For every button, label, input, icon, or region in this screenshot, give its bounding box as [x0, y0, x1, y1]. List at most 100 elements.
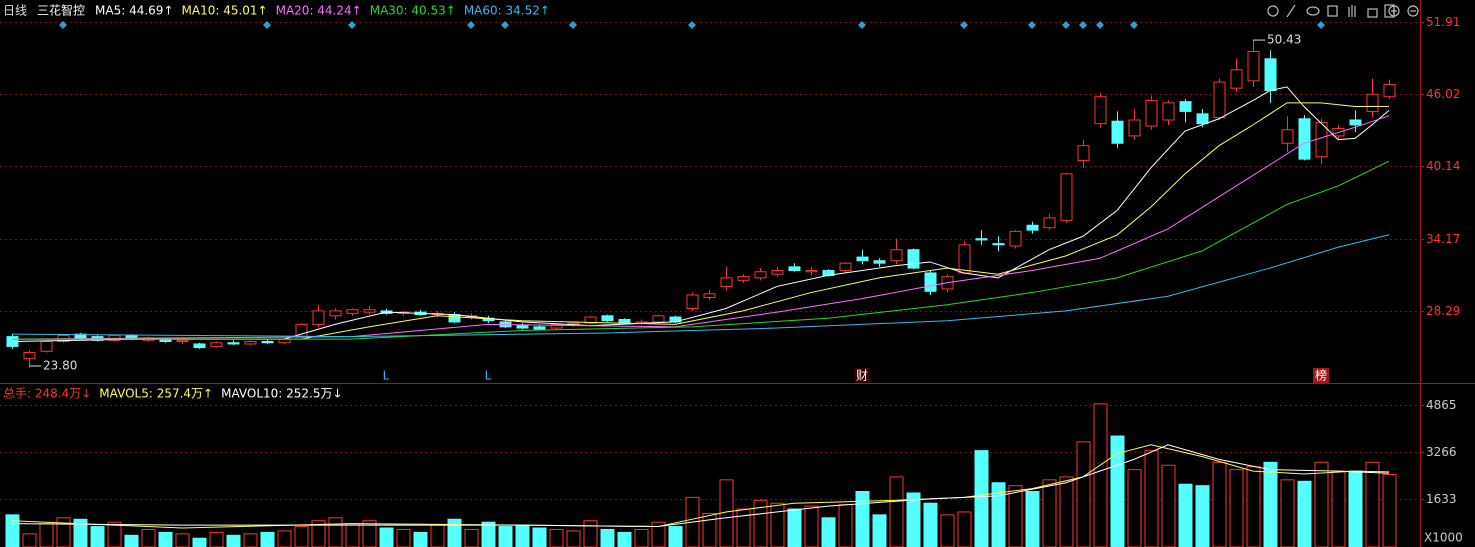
volume-bar: [413, 531, 428, 547]
candle-body: [278, 338, 291, 344]
volume-bar: [1297, 480, 1312, 547]
volume-bar: [634, 528, 649, 547]
zoom-in-plus: [1391, 8, 1397, 14]
candle-body: [737, 276, 750, 281]
volume-legend: MAVOL5: 257.4万↑: [99, 387, 213, 401]
volume-bar: [498, 526, 513, 547]
event-marker: [960, 21, 968, 29]
volume-bar: [940, 514, 955, 547]
volume-bar: [1093, 403, 1108, 547]
legend-text: MA30: 40.53↑: [370, 4, 456, 18]
candle-body: [1077, 145, 1090, 161]
zoom-out-icon[interactable]: [1407, 5, 1419, 17]
eye-icon[interactable]: [1306, 6, 1320, 16]
candle-body: [1145, 99, 1158, 127]
volume-bar: [362, 520, 377, 547]
volume-bar: [566, 530, 581, 547]
event-marker: [1028, 21, 1036, 29]
volume-bar: [56, 517, 71, 547]
volume-bar: [872, 514, 887, 547]
volume-bar: [90, 526, 105, 547]
volume-bar: [22, 533, 37, 547]
volume-bar: [141, 528, 156, 547]
candle-body: [1383, 83, 1396, 98]
volume-bar: [39, 523, 54, 547]
volume-bar: [379, 527, 394, 547]
candle-body: [771, 270, 784, 275]
legend-text: 日线: [3, 4, 27, 18]
y-tick-label: 28.29: [1426, 304, 1460, 318]
volume-bar: [889, 476, 904, 547]
volume-bar: [175, 533, 190, 547]
volume-bar: [481, 521, 496, 547]
candle-body: [23, 352, 36, 360]
candle-body: [873, 260, 886, 264]
candle-body: [312, 310, 325, 325]
volume-bar: [957, 511, 972, 547]
y-tick-label: 34.17: [1426, 232, 1460, 246]
candle-body: [805, 270, 818, 273]
candle-body: [1111, 120, 1124, 144]
volume-bar: [923, 502, 938, 547]
event-marker: [1096, 21, 1104, 29]
candle-body: [1281, 129, 1294, 144]
candle-body: [1366, 93, 1379, 112]
candle-body: [703, 293, 716, 298]
volume-bar: [1076, 441, 1091, 547]
lock-icon[interactable]: [1367, 8, 1378, 18]
volume-bar: [974, 450, 989, 547]
volume-legend: MAVOL10: 252.5万↓: [221, 387, 342, 401]
toolbar: [1267, 4, 1419, 18]
legend-text: MA5: 44.69↑: [95, 4, 173, 18]
hand-icon[interactable]: [1348, 5, 1356, 17]
event-marker: [858, 21, 866, 29]
candle-body: [975, 238, 988, 241]
volume-bar: [1059, 476, 1074, 547]
annotation-label: 23.80: [43, 358, 77, 372]
volume-bar: [226, 534, 241, 547]
volume-bar: [1365, 461, 1380, 547]
candle-body: [1213, 81, 1226, 119]
candle-body: [1298, 118, 1311, 160]
event-marker: [59, 21, 67, 29]
volume-bar: [277, 530, 292, 547]
annotation-label: 50.43: [1267, 33, 1301, 47]
candle-body: [448, 314, 461, 323]
candle-body: [346, 309, 359, 314]
volume-bar: [73, 518, 88, 547]
zoom-in-icon[interactable]: [1388, 5, 1400, 17]
candle-body: [1230, 69, 1243, 89]
marker-badge: [854, 368, 870, 383]
candle-body: [329, 310, 342, 317]
volume-bar: [583, 520, 598, 547]
volume-bar: [991, 482, 1006, 547]
settings-icon[interactable]: [1267, 5, 1279, 17]
volume-bar: [158, 531, 173, 547]
candle-body: [1026, 224, 1039, 231]
y-tick-label: 46.02: [1426, 87, 1460, 101]
event-marker: [501, 21, 509, 29]
volume-bar: [396, 528, 411, 547]
volume-bar: [209, 531, 224, 547]
ma-line: [11, 444, 1390, 528]
candle-body: [958, 244, 971, 274]
copy-icon[interactable]: [1327, 5, 1338, 17]
event-marker: [1079, 21, 1087, 29]
volume-bar: [294, 526, 309, 547]
pen-icon[interactable]: [1286, 4, 1296, 18]
volume-bar: [1161, 464, 1176, 547]
candle-body: [924, 272, 937, 292]
legend-text: MA60: 34.52↑: [464, 4, 550, 18]
event-marker: [348, 21, 356, 29]
volume-bar: [600, 528, 615, 547]
volume-bar: [838, 504, 853, 547]
candle-body: [244, 341, 257, 345]
volume-bar: [770, 502, 785, 547]
candle-body: [40, 341, 53, 352]
bottom-marker: L: [383, 369, 390, 383]
volume-bar: [736, 508, 751, 547]
volume-bar: [532, 527, 547, 547]
candle-body: [1196, 113, 1209, 125]
